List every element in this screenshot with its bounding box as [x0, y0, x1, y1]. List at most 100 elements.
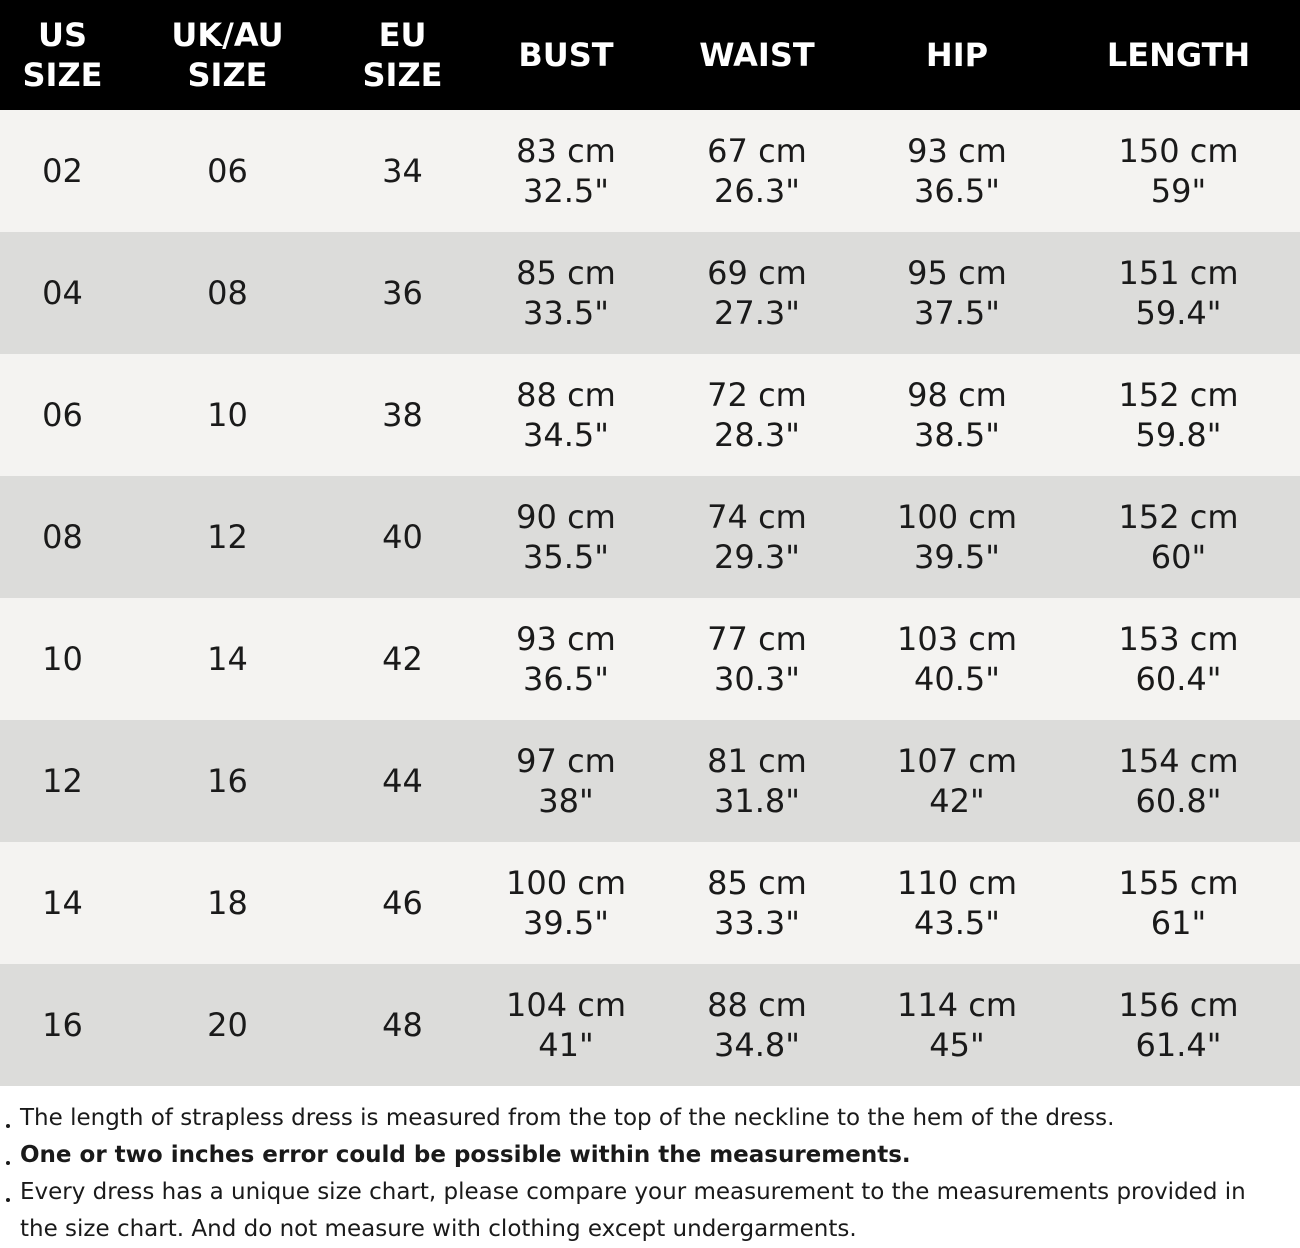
table-row: 14 18 46 100 cm 39.5" 85 cm 33.3" 110 cm 43.5" 15…	[0, 842, 1300, 964]
inch-value: 39.5"	[523, 904, 609, 942]
measure-cell: 88 cm 34.5"	[475, 354, 657, 476]
inch-value: 60"	[1150, 538, 1207, 576]
cm-value: 151 cm	[1118, 254, 1239, 292]
inch-value: 45"	[929, 1026, 985, 1064]
measure-cell: 97 cm 38"	[475, 720, 657, 842]
size-cell: 36	[330, 232, 475, 354]
header-cell: HIP	[857, 0, 1057, 110]
size-cell: 12	[125, 476, 330, 598]
size-cell: 14	[0, 842, 125, 964]
inch-value: 40.5"	[914, 660, 1000, 698]
size-cell: 34	[330, 110, 475, 232]
measure-cell: 98 cm 38.5"	[857, 354, 1057, 476]
header-cell: EU SIZE	[330, 0, 475, 110]
size-cell: 06	[125, 110, 330, 232]
inch-value: 38"	[538, 782, 594, 820]
inch-value: 34.5"	[523, 416, 609, 454]
measure-cell: 72 cm 28.3"	[657, 354, 857, 476]
size-cell: 20	[125, 964, 330, 1086]
cm-value: 100 cm	[505, 864, 626, 902]
cm-value: 95 cm	[907, 254, 1007, 292]
measure-cell: 151 cm 59.4"	[1057, 232, 1300, 354]
table-row: 16 20 48 104 cm 41" 88 cm 34.8" 114 cm 45" 156 cm…	[0, 964, 1300, 1086]
inch-value: 26.3"	[714, 172, 800, 210]
size-cell: 46	[330, 842, 475, 964]
table-row: 06 10 38 88 cm 34.5" 72 cm 28.3" 98 cm 38.5" 152 …	[0, 354, 1300, 476]
measure-cell: 95 cm 37.5"	[857, 232, 1057, 354]
cm-value: 81 cm	[707, 742, 807, 780]
measure-cell: 110 cm 43.5"	[857, 842, 1057, 964]
inch-value: 33.3"	[714, 904, 800, 942]
header-cell: US SIZE	[0, 0, 125, 110]
measure-cell: 114 cm 45"	[857, 964, 1057, 1086]
measure-cell: 81 cm 31.8"	[657, 720, 857, 842]
inch-value: 61"	[1150, 904, 1207, 942]
notes: The length of strapless dress is measure…	[0, 1086, 1300, 1248]
size-cell: 08	[125, 232, 330, 354]
measure-cell: 93 cm 36.5"	[857, 110, 1057, 232]
cm-value: 85 cm	[516, 254, 616, 292]
inch-value: 30.3"	[714, 660, 800, 698]
size-table: US SIZE UK/AU SIZE EU SIZE BUST WAIST HIP LENG…	[0, 0, 1300, 1086]
inch-value: 31.8"	[714, 782, 800, 820]
measure-cell: 155 cm 61"	[1057, 842, 1300, 964]
measure-cell: 152 cm 60"	[1057, 476, 1300, 598]
header-cell: BUST	[475, 0, 657, 110]
measure-cell: 107 cm 42"	[857, 720, 1057, 842]
cm-value: 110 cm	[896, 864, 1017, 902]
cm-value: 88 cm	[516, 376, 616, 414]
size-cell: 10	[125, 354, 330, 476]
inch-value: 37.5"	[914, 294, 1000, 332]
inch-value: 60.8"	[1135, 782, 1222, 820]
measure-cell: 85 cm 33.3"	[657, 842, 857, 964]
cm-value: 114 cm	[896, 986, 1017, 1024]
note: Every dress has a unique size chart, ple…	[6, 1174, 1280, 1248]
cm-value: 74 cm	[707, 498, 807, 536]
cm-value: 152 cm	[1118, 498, 1239, 536]
note: One or two inches error could be possibl…	[6, 1137, 1280, 1174]
cm-value: 90 cm	[516, 498, 616, 536]
size-cell: 16	[0, 964, 125, 1086]
inch-value: 39.5"	[914, 538, 1000, 576]
size-cell: 10	[0, 598, 125, 720]
cm-value: 77 cm	[707, 620, 807, 658]
cm-value: 83 cm	[516, 132, 616, 170]
measure-cell: 156 cm 61.4"	[1057, 964, 1300, 1086]
cm-value: 150 cm	[1118, 132, 1239, 170]
table-row: 12 16 44 97 cm 38" 81 cm 31.8" 107 cm 42" 154 cm 6…	[0, 720, 1300, 842]
measure-cell: 152 cm 59.8"	[1057, 354, 1300, 476]
measure-cell: 88 cm 34.8"	[657, 964, 857, 1086]
cm-value: 103 cm	[896, 620, 1017, 658]
inch-value: 36.5"	[914, 172, 1000, 210]
cm-value: 69 cm	[707, 254, 807, 292]
inch-value: 61.4"	[1135, 1026, 1222, 1064]
header-cell: LENGTH	[1057, 0, 1300, 110]
header-cell: WAIST	[657, 0, 857, 110]
inch-value: 43.5"	[914, 904, 1000, 942]
cm-value: 104 cm	[505, 986, 626, 1024]
size-cell: 44	[330, 720, 475, 842]
inch-value: 32.5"	[523, 172, 609, 210]
table-body: 02 06 34 83 cm 32.5" 67 cm 26.3" 93 cm 36.5" 150 …	[0, 110, 1300, 1086]
inch-value: 33.5"	[523, 294, 609, 332]
inch-value: 59.4"	[1135, 294, 1222, 332]
size-cell: 16	[125, 720, 330, 842]
header-cell: UK/AU SIZE	[125, 0, 330, 110]
size-cell: 42	[330, 598, 475, 720]
measure-cell: 100 cm 39.5"	[857, 476, 1057, 598]
header-row: US SIZE UK/AU SIZE EU SIZE BUST WAIST HIP LENG…	[0, 0, 1300, 110]
size-cell: 18	[125, 842, 330, 964]
measure-cell: 74 cm 29.3"	[657, 476, 857, 598]
measure-cell: 103 cm 40.5"	[857, 598, 1057, 720]
cm-value: 155 cm	[1118, 864, 1239, 902]
cm-value: 154 cm	[1118, 742, 1239, 780]
inch-value: 28.3"	[714, 416, 800, 454]
size-cell: 06	[0, 354, 125, 476]
cm-value: 100 cm	[896, 498, 1017, 536]
size-cell: 48	[330, 964, 475, 1086]
measure-cell: 90 cm 35.5"	[475, 476, 657, 598]
cm-value: 93 cm	[907, 132, 1007, 170]
size-cell: 38	[330, 354, 475, 476]
size-cell: 40	[330, 476, 475, 598]
